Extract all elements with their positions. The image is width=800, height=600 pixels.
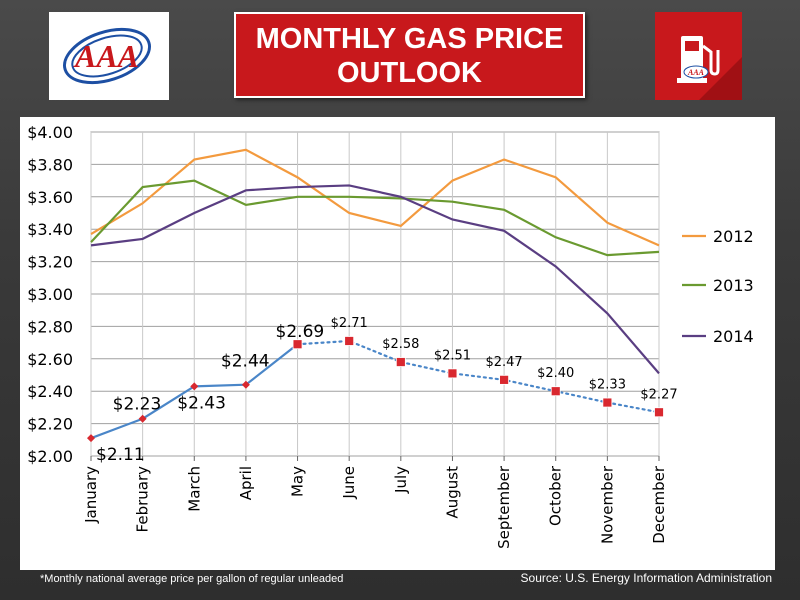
actual-marker [190,382,199,391]
x-tick-label: June [340,466,358,500]
forecast-label: $2.33 [589,378,626,393]
x-tick-label: April [237,466,255,500]
forecast-label: $2.40 [537,366,574,381]
forecast-marker [395,357,406,367]
line-2014 [90,184,660,375]
forecast-label: $2.27 [640,387,677,402]
x-tick-label: December [650,465,668,544]
y-tick-label: $2.80 [27,317,73,336]
grid-lines [90,131,660,457]
forecast-marker [499,374,509,385]
actual-label: $2.69 [276,322,325,342]
forecast-marker [447,368,458,379]
pump-logo-text: AAA [687,68,705,77]
gas-pump-badge: AAA [655,12,742,100]
y-tick-label: $2.60 [27,350,73,369]
y-tick-label: $2.00 [27,447,73,466]
actual-label: $2.44 [221,352,270,372]
x-tick-label: March [185,466,203,512]
line-forecast [296,339,661,414]
forecast-label: $2.71 [331,316,368,331]
data-labels: $2.11 $2.23 $2.43 $2.44 $2.69 $2.71 $2.58 $2.51… [96,316,678,465]
forecast-marker [550,386,561,397]
line-2013 [90,179,660,257]
forecast-marker [344,336,355,346]
x-tick-label: July [392,466,410,494]
x-tick-label: February [134,466,152,533]
actual-marker [138,414,147,423]
y-tick-label: $3.80 [27,155,73,174]
gas-pump-icon: AAA [677,36,742,100]
gas-price-chart: $2.00 $2.20 $2.40 $2.60 $2.80 $3.00 $3.20 $3.40… [27,123,754,549]
x-tick-label: November [598,465,616,544]
actual-marker [241,380,250,389]
actual-marker [87,434,95,443]
forecast-label: $2.58 [382,337,419,352]
actual-label: $2.23 [113,395,162,415]
x-tick-label: May [289,466,307,497]
title-line-1: MONTHLY GAS PRICE [255,23,564,55]
x-axis-ticks: January February March April May June July Augu… [82,456,668,549]
y-tick-label: $3.00 [27,285,73,304]
forecast-marker [602,397,613,408]
legend: 2012 2013 2014 [682,227,754,346]
legend-label-2012: 2012 [713,227,754,246]
legend-label-2013: 2013 [713,276,754,295]
data-markers [87,336,664,443]
title-line-2: OUTLOOK [337,57,482,89]
line-2012 [90,148,660,247]
chart-panel: $2.00 $2.20 $2.40 $2.60 $2.80 $3.00 $3.20 $3.40… [20,117,775,570]
source-credit: Source: U.S. Energy Information Administ… [520,571,772,585]
y-tick-label: $4.00 [27,123,73,142]
y-axis-ticks: $2.00 $2.20 $2.40 $2.60 $2.80 $3.00 $3.20 $3.40… [27,123,73,466]
y-tick-label: $2.20 [27,415,73,434]
footnote: *Monthly national average price per gall… [40,573,344,585]
page-title: MONTHLY GAS PRICE OUTLOOK [234,12,585,98]
aaa-logo: AAA [49,12,169,100]
logo-text: AAA [73,38,139,74]
actual-label: $2.43 [177,393,226,413]
x-tick-label: January [82,466,100,524]
y-tick-label: $3.40 [27,220,73,239]
y-tick-label: $3.20 [27,253,73,272]
x-tick-label: October [547,465,565,526]
forecast-marker [292,339,303,350]
x-tick-label: September [495,465,513,549]
y-tick-label: $2.40 [27,382,73,401]
x-tick-label: August [443,466,461,519]
y-tick-label: $3.60 [27,188,73,207]
forecast-label: $2.51 [434,348,471,363]
legend-label-2014: 2014 [713,327,754,346]
forecast-label: $2.47 [485,355,522,370]
actual-label: $2.11 [96,445,145,465]
forecast-marker [654,407,664,418]
